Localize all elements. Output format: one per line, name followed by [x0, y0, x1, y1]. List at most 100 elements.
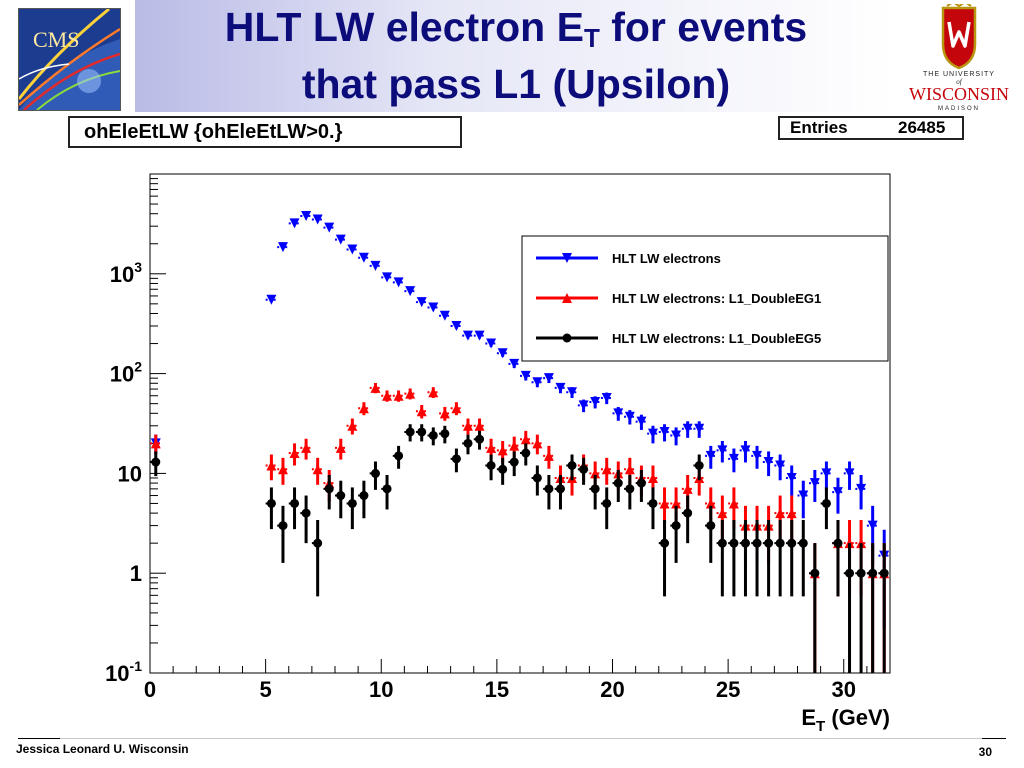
blue-data-point: [277, 242, 288, 253]
red-data-point: [382, 390, 393, 401]
black-data-point: [555, 484, 565, 494]
black-data-point: [359, 491, 369, 501]
black-data-point: [683, 508, 693, 518]
blue-data-point: [763, 457, 774, 468]
black-data-point: [486, 460, 496, 470]
red-data-point: [705, 498, 716, 509]
red-data-point: [520, 434, 531, 445]
x-tick-label: 5: [260, 677, 272, 702]
y-tick-exponent: 2: [134, 359, 142, 375]
black-data-point: [613, 478, 623, 488]
black-data-point: [636, 478, 646, 488]
black-data-point: [602, 498, 612, 508]
blue-data-point: [451, 320, 462, 331]
histogram-name-box: ohEleEtLW {ohEleEtLW>0.}: [68, 116, 462, 148]
title-main: HLT LW electron E: [224, 4, 584, 50]
blue-data-point: [647, 428, 658, 439]
blue-data-point: [752, 450, 763, 461]
black-data-point: [278, 521, 288, 531]
black-data-point: [567, 460, 577, 470]
x-tick-label: 30: [832, 677, 856, 702]
legend-marker-red: [562, 293, 572, 303]
red-data-point: [451, 403, 462, 414]
blue-data-point: [532, 377, 543, 388]
slide-title: HLT LW electron ET for events that pass …: [135, 4, 897, 107]
red-data-point: [728, 498, 739, 509]
blue-data-point: [624, 411, 635, 422]
blue-data-point: [775, 460, 786, 471]
black-data-point: [347, 498, 357, 508]
footer-author: Jessica Leonard U. Wisconsin: [16, 742, 189, 756]
black-data-point: [856, 568, 866, 578]
title-line-1: HLT LW electron ET for events: [135, 4, 897, 61]
blue-data-point: [671, 430, 682, 441]
black-data-point: [324, 484, 334, 494]
blue-data-point: [509, 358, 520, 369]
black-data-point: [509, 457, 519, 467]
blue-data-point: [613, 408, 624, 419]
y-tick-label: 10-1: [105, 658, 142, 686]
legend-label-red: HLT LW electrons: L1_DoubleEG1: [612, 291, 821, 306]
black-data-point: [336, 491, 346, 501]
black-data-point: [810, 568, 820, 578]
black-data-point: [579, 464, 589, 474]
blue-data-point: [486, 338, 497, 349]
blue-data-point: [590, 396, 601, 407]
blue-data-point: [856, 483, 867, 494]
red-data-point: [370, 382, 381, 393]
black-data-point: [394, 451, 404, 461]
histogram-name: ohEleEtLW {ohEleEtLW>0.}: [84, 121, 343, 143]
red-data-point: [266, 460, 277, 471]
blue-data-point: [266, 294, 277, 305]
footer-rule-left: [18, 738, 60, 739]
blue-data-point: [659, 426, 670, 437]
red-data-point: [647, 472, 658, 483]
legend-marker-blue: [562, 253, 572, 263]
black-data-point: [694, 460, 704, 470]
blue-data-point: [462, 330, 473, 341]
black-data-point: [266, 498, 276, 508]
uw-logo: THE UNIVERSITY of WISCONSIN MADISON: [903, 0, 1015, 112]
x-axis-label-subscript: T: [816, 718, 825, 735]
legend-marker-black: [562, 333, 572, 343]
y-tick-label: 103: [110, 259, 142, 287]
x-tick-label: 10: [369, 677, 393, 702]
y-tick-label: 10: [118, 461, 142, 486]
black-data-point: [706, 521, 716, 531]
y-tick-label: 1: [130, 561, 142, 586]
red-data-point: [590, 468, 601, 479]
cms-logo: CMS: [18, 8, 121, 111]
blue-data-point: [335, 234, 346, 245]
black-data-point: [428, 430, 438, 440]
blue-data-point: [798, 490, 809, 501]
red-data-point: [659, 498, 670, 509]
y-tick-exponent: -1: [130, 658, 143, 674]
uw-logo-line1: THE UNIVERSITY: [923, 71, 995, 78]
red-data-point: [150, 438, 161, 449]
blue-data-point: [844, 468, 855, 479]
blue-data-point: [555, 382, 566, 393]
red-data-point: [532, 438, 543, 449]
blue-data-point: [428, 302, 439, 313]
blue-data-point: [717, 445, 728, 456]
black-data-point: [370, 468, 380, 478]
black-data-point: [717, 538, 727, 548]
red-data-point: [289, 448, 300, 459]
blue-data-point: [301, 210, 312, 221]
x-tick-label: 20: [600, 677, 624, 702]
red-data-point: [775, 508, 786, 519]
black-data-point: [752, 538, 762, 548]
red-data-point: [301, 442, 312, 453]
black-data-point: [671, 521, 681, 531]
footer-rule-middle: [60, 738, 982, 739]
uw-logo-line2: of: [956, 78, 963, 86]
black-data-point: [544, 484, 554, 494]
x-tick-label: 25: [716, 677, 740, 702]
x-axis-label-main: E: [801, 705, 816, 730]
blue-data-point: [786, 472, 797, 483]
blue-data-point: [809, 478, 820, 489]
red-data-point: [277, 464, 288, 475]
blue-data-point: [393, 277, 404, 288]
x-axis-label-unit: (GeV): [825, 705, 890, 730]
